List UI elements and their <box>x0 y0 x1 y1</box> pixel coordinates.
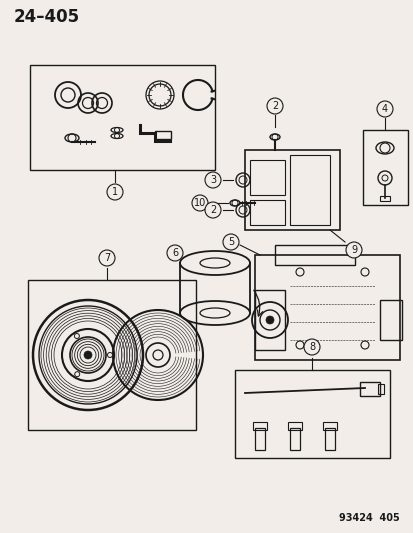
Text: 5: 5 <box>227 237 234 247</box>
Text: 2: 2 <box>271 101 278 111</box>
Circle shape <box>303 339 319 355</box>
Bar <box>379 300 401 340</box>
Bar <box>274 245 354 265</box>
Bar <box>249 200 284 225</box>
Circle shape <box>204 172 221 188</box>
Text: 1: 1 <box>112 187 118 197</box>
Text: 7: 7 <box>104 253 110 263</box>
Bar <box>377 384 383 394</box>
Circle shape <box>107 352 112 358</box>
Bar <box>252 422 266 430</box>
Circle shape <box>74 372 80 377</box>
Bar <box>244 150 339 230</box>
Text: 24–405: 24–405 <box>14 8 80 26</box>
Bar <box>324 428 334 450</box>
Text: 10: 10 <box>193 198 206 208</box>
Circle shape <box>204 202 221 218</box>
Text: 8: 8 <box>308 342 314 352</box>
Circle shape <box>266 98 282 114</box>
Circle shape <box>99 250 115 266</box>
Bar <box>322 422 336 430</box>
Bar <box>154 131 171 139</box>
Circle shape <box>74 334 79 338</box>
Bar <box>249 160 284 195</box>
Text: 93424  405: 93424 405 <box>338 513 399 523</box>
Circle shape <box>223 234 238 250</box>
Circle shape <box>376 101 392 117</box>
Circle shape <box>166 245 183 261</box>
Text: 3: 3 <box>209 175 216 185</box>
Text: 2: 2 <box>209 205 216 215</box>
Bar <box>254 428 264 450</box>
Bar <box>235 370 389 458</box>
Bar <box>289 155 329 225</box>
Bar <box>379 196 389 201</box>
Text: 9: 9 <box>350 245 356 255</box>
Circle shape <box>345 242 361 258</box>
Bar <box>287 422 301 430</box>
Circle shape <box>192 195 207 211</box>
Bar <box>289 428 299 450</box>
Bar <box>359 382 379 396</box>
Circle shape <box>84 351 92 359</box>
Circle shape <box>266 316 273 324</box>
Bar <box>254 290 284 350</box>
Text: 6: 6 <box>171 248 178 258</box>
Bar <box>30 65 214 170</box>
Bar <box>362 130 407 205</box>
Bar <box>254 255 399 360</box>
Text: 4: 4 <box>381 104 387 114</box>
Bar <box>28 280 195 430</box>
Circle shape <box>107 184 123 200</box>
